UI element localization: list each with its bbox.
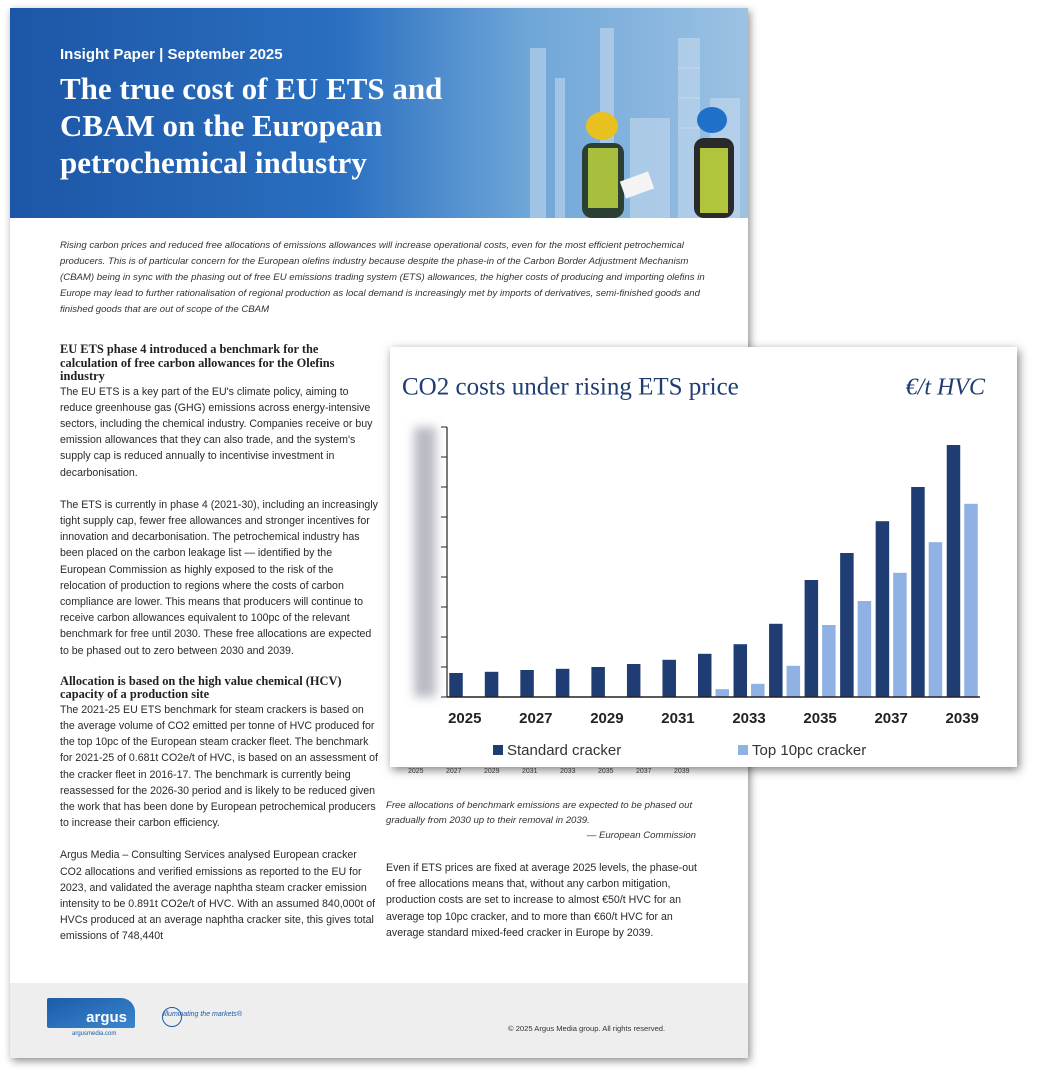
x-tick-label: 2027	[519, 710, 552, 727]
bar	[911, 487, 925, 697]
legend-swatch	[738, 745, 748, 755]
x-tick-label: 2025	[448, 710, 481, 727]
bar	[751, 683, 765, 697]
copyright: © 2025 Argus Media group. All rights res…	[508, 1024, 666, 1033]
year-label: 2029	[484, 768, 500, 775]
left-column: EU ETS phase 4 introduced a benchmark fo…	[60, 342, 378, 961]
chart-overlay: CO2 costs under rising ETS price €/t HVC…	[390, 347, 1017, 767]
heading: Allocation is based on the high value ch…	[60, 673, 342, 702]
paragraph: The 2021-25 EU ETS benchmark for steam c…	[60, 703, 378, 830]
x-tick-label: 2035	[803, 710, 836, 727]
legend-swatch	[493, 745, 503, 755]
bar	[893, 572, 907, 697]
bar	[715, 689, 730, 697]
paragraph: The EU ETS is a key part of the EU's cli…	[60, 385, 373, 479]
document-title: The true cost of EU ETS and CBAM on the …	[60, 71, 443, 180]
x-tick-label: 2033	[732, 710, 765, 727]
bar	[591, 667, 605, 697]
bar	[946, 445, 961, 697]
footer: argus argusmedia.com Illuminating the ma…	[10, 983, 748, 1058]
caption-source: — European Commission	[586, 830, 696, 841]
x-tick-label: 2037	[874, 710, 907, 727]
header-banner: Insight Paper | September 2025 The true …	[10, 8, 748, 218]
paragraph: The ETS is currently in phase 4 (2021-30…	[60, 498, 378, 657]
bar	[697, 653, 712, 697]
bar	[804, 580, 819, 697]
bar	[733, 644, 748, 697]
year-label: 2027	[446, 768, 462, 775]
legend-label: Standard cracker	[507, 742, 621, 759]
x-tick-label: 2039	[946, 710, 979, 727]
bar	[875, 521, 890, 697]
caption: Free allocations of benchmark emissions …	[386, 798, 706, 843]
x-tick-label: 2029	[590, 710, 623, 727]
paragraph: Even if ETS prices are fixed at average …	[386, 862, 697, 939]
tagline-icon	[162, 1007, 182, 1027]
intro: Rising carbon prices and reduced free al…	[60, 240, 705, 315]
logo: argus	[47, 998, 135, 1028]
bar	[928, 542, 943, 697]
bar	[449, 673, 463, 697]
year-label: 2031	[522, 768, 538, 775]
background-chart-axis: 2025 2027 2029 2031 2033 2035 2037 2039	[408, 768, 708, 780]
bar	[822, 625, 836, 697]
blurred-axis-labels	[414, 427, 436, 697]
chart-title: CO2 costs under rising ETS price	[402, 374, 739, 401]
year-label: 2037	[636, 768, 652, 775]
bar	[662, 659, 676, 697]
bar	[769, 623, 783, 697]
unit-label: €/t HVC	[906, 375, 986, 401]
bar	[857, 601, 872, 697]
bar	[840, 553, 854, 697]
year-label: 2039	[674, 768, 690, 775]
legend-label: Top 10pc cracker	[752, 742, 866, 759]
kicker: Insight Paper | September 2025	[60, 46, 283, 63]
x-tick-label: 2031	[661, 710, 694, 727]
bar	[555, 668, 570, 697]
logo-url: argusmedia.com	[72, 1031, 117, 1037]
year-label: 2025	[408, 768, 424, 775]
heading: EU ETS phase 4 introduced a benchmark fo…	[60, 342, 335, 383]
bar	[964, 503, 978, 697]
bar	[626, 664, 641, 697]
header-illustration	[530, 28, 740, 218]
year-label: 2033	[560, 768, 576, 775]
paragraph: Argus Media – Consulting Services analys…	[60, 849, 376, 943]
bar	[520, 670, 534, 697]
year-label: 2035	[598, 768, 614, 775]
tagline: Illuminating the markets®	[163, 1011, 243, 1018]
chart: CO2 costs under rising ETS price €/t HVC…	[402, 374, 986, 759]
bar	[484, 671, 499, 697]
caption-text: Free allocations of benchmark emissions …	[386, 800, 693, 826]
bar	[786, 665, 801, 697]
